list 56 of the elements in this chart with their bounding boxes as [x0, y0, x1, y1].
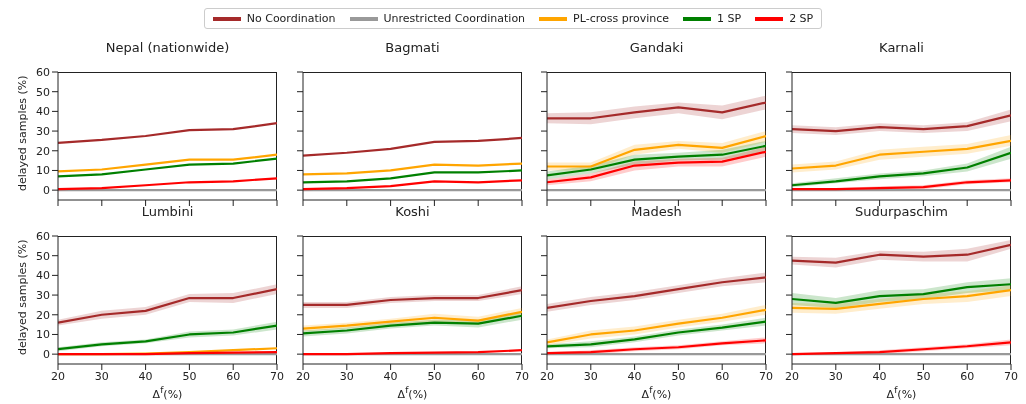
x-tick-label: 70 — [515, 369, 529, 383]
legend-label: 2 SP — [789, 12, 814, 25]
x-tick-label: 70 — [270, 369, 284, 383]
chart-title: Lumbini — [140, 204, 195, 219]
x-tick-label: 20 — [785, 369, 799, 383]
x-tick-label: 60 — [960, 369, 975, 383]
y-tick-label: 60 — [36, 65, 50, 79]
x-tick-label: 60 — [226, 369, 241, 383]
y-axis-title: delayed samples (%) — [15, 75, 29, 191]
x-tick-label: 30 — [339, 369, 354, 383]
y-tick-label: 10 — [36, 328, 50, 342]
y-tick-label: 40 — [36, 269, 50, 283]
y-tick-label: 0 — [43, 184, 50, 198]
y-tick-label: 40 — [36, 105, 50, 119]
x-tick-label: 70 — [1004, 369, 1018, 383]
x-axis-title: Δ$^{f}$(%) — [885, 384, 918, 401]
x-tick-label: 60 — [471, 369, 486, 383]
chart-title: Nepal (nationwide) — [104, 40, 231, 55]
x-axis-title: Δ$^{f}$(%) — [396, 384, 429, 401]
x-axis-title: Δ$^{f}$(%) — [151, 384, 184, 401]
chart-title: Gandaki — [628, 40, 685, 55]
y-tick-label: 10 — [36, 164, 50, 178]
y-tick-label: 20 — [36, 308, 50, 322]
x-tick-label: 50 — [182, 369, 197, 383]
x-tick-label: 40 — [383, 369, 398, 383]
y-tick-label: 60 — [36, 229, 50, 243]
y-tick-label: 30 — [36, 288, 50, 302]
x-tick-label: 50 — [916, 369, 931, 383]
legend-label: Unrestricted Coordination — [383, 12, 526, 25]
x-tick-label: 70 — [759, 369, 773, 383]
y-tick-label: 0 — [43, 348, 50, 362]
x-tick-label: 30 — [94, 369, 109, 383]
x-tick-label: 20 — [540, 369, 554, 383]
legend-label: No Coordination — [246, 12, 336, 25]
chart-title: Koshi — [394, 204, 431, 219]
x-tick-label: 50 — [427, 369, 442, 383]
y-axis-title: delayed samples (%) — [15, 239, 29, 355]
x-axis-title: Δ$^{f}$(%) — [640, 384, 673, 401]
legend-label: PL-cross province — [573, 12, 669, 25]
x-tick-label: 30 — [583, 369, 598, 383]
x-tick-label: 50 — [671, 369, 686, 383]
y-tick-label: 30 — [36, 124, 50, 138]
y-tick-label: 20 — [36, 144, 50, 158]
chart-title: Karnali — [878, 40, 925, 55]
x-tick-label: 40 — [138, 369, 153, 383]
y-tick-label: 50 — [36, 249, 50, 263]
chart-title: Bagmati — [384, 40, 441, 55]
chart-title: Madesh — [630, 204, 683, 219]
x-tick-label: 40 — [627, 369, 642, 383]
x-tick-label: 40 — [872, 369, 887, 383]
x-tick-label: 30 — [828, 369, 843, 383]
legend-label: 1 SP — [717, 12, 742, 25]
x-tick-label: 60 — [715, 369, 730, 383]
y-tick-label: 50 — [36, 85, 50, 99]
chart-title: Sudurpaschim — [854, 204, 949, 219]
x-tick-label: 20 — [296, 369, 310, 383]
